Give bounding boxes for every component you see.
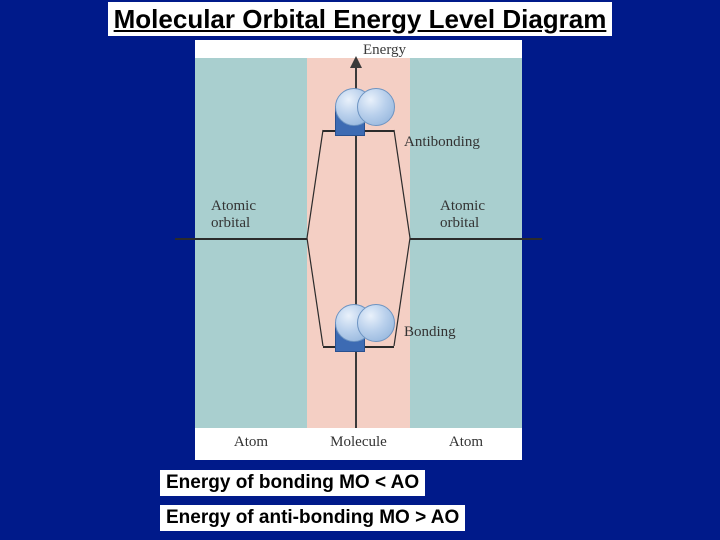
caption-antibonding-text: Energy of anti-bonding MO > AO xyxy=(166,507,459,528)
bonding-atom-right-icon xyxy=(357,304,395,342)
panel-right-atom xyxy=(410,58,522,428)
slide: Molecular Orbital Energy Level Diagram E… xyxy=(0,0,720,540)
label-molecule: Molecule xyxy=(307,434,410,451)
panel-left-atom xyxy=(195,58,307,428)
label-antibonding: Antibonding xyxy=(404,134,480,151)
page-title: Molecular Orbital Energy Level Diagram xyxy=(0,4,720,35)
label-atomic-orbital-left: Atomicorbital xyxy=(211,198,256,232)
ao-right-level-line xyxy=(410,238,542,240)
label-atom-right: Atom xyxy=(410,434,522,451)
antibonding-atom-right-icon xyxy=(357,88,395,126)
caption-bonding-energy: Energy of bonding MO < AO xyxy=(160,470,425,496)
energy-axis-arrow-icon xyxy=(350,56,362,68)
energy-axis-label: Energy xyxy=(363,42,406,59)
label-atom-left: Atom xyxy=(195,434,307,451)
caption-bonding-text: Energy of bonding MO < AO xyxy=(166,472,419,493)
title-text: Molecular Orbital Energy Level Diagram xyxy=(108,2,613,36)
label-bonding: Bonding xyxy=(404,324,456,341)
mo-diagram: Energy Atomicorbital Atomicorbital Antib… xyxy=(195,40,522,460)
caption-antibonding-energy: Energy of anti-bonding MO > AO xyxy=(160,505,465,531)
ao-left-level-line xyxy=(175,238,307,240)
label-atomic-orbital-right: Atomicorbital xyxy=(440,198,485,232)
